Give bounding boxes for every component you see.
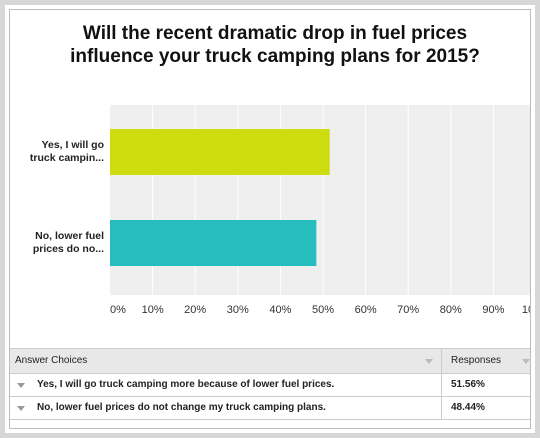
bar-no[interactable] [110,220,317,266]
answer-choice-cell: Yes, I will go truck camping more becaus… [10,374,442,396]
x-tick-label: 10% [142,304,164,316]
bar-chart: 0% 10% 20% 30% 40% 50% 60% 70% 80% 90% 100% [110,105,531,316]
responses-label: Responses [451,355,502,366]
x-tick-label: 40% [269,304,291,316]
x-tick-label: 0% [110,304,126,316]
x-tick-label: 70% [397,304,419,316]
x-tick-label: 30% [227,304,249,316]
expand-row-icon[interactable] [17,406,25,411]
answer-choice-cell: No, lower fuel prices do not change my t… [10,397,442,419]
answer-choice-text: No, lower fuel prices do not change my t… [37,402,326,413]
answers-table: Answer Choices Responses Yes, I will go … [10,348,530,420]
category-label-no: No, lower fuel prices do no... [32,230,104,255]
x-tick-label: 60% [355,304,377,316]
answer-choices-header[interactable]: Answer Choices [10,349,442,373]
response-percent: 51.56% [451,379,485,390]
answer-choice-text: Yes, I will go truck camping more becaus… [37,379,335,390]
x-tick-label: 20% [184,304,206,316]
x-tick-label: 80% [440,304,462,316]
chart-title: Will the recent dramatic drop in fuel pr… [70,23,480,67]
expand-row-icon[interactable] [17,383,25,388]
answer-choices-label: Answer Choices [15,355,88,366]
chevron-down-icon[interactable] [425,359,433,364]
card-inner: Will the recent dramatic drop in fuel pr… [9,9,531,429]
table-row: Yes, I will go truck camping more becaus… [10,374,530,397]
responses-header[interactable]: Responses [442,349,530,373]
category-label-yes: Yes, I will go truck campin... [29,139,104,164]
chevron-down-icon[interactable] [522,359,530,364]
response-percent: 48.44% [451,402,485,413]
x-tick-label: 100% [522,304,531,316]
table-row: No, lower fuel prices do not change my t… [10,397,530,420]
bar-yes[interactable] [110,129,330,175]
x-tick-label: 90% [482,304,504,316]
x-tick-label: 50% [312,304,334,316]
table-header: Answer Choices Responses [10,349,530,374]
